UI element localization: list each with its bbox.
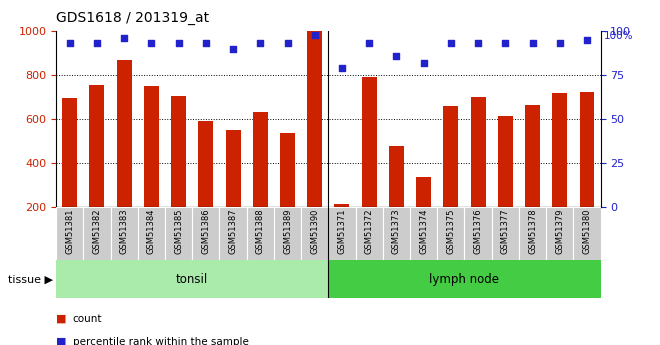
Bar	[329, 260, 601, 298]
Text: GSM51383: GSM51383	[119, 209, 129, 254]
Text: GSM51374: GSM51374	[419, 209, 428, 254]
Text: GSM51389: GSM51389	[283, 209, 292, 254]
Bar	[226, 130, 240, 207]
Bar	[138, 207, 165, 260]
Text: GSM51372: GSM51372	[365, 209, 374, 254]
Bar	[219, 207, 247, 260]
Bar	[356, 207, 383, 260]
Text: ■: ■	[56, 337, 67, 345]
Bar	[280, 133, 295, 207]
Bar	[525, 105, 540, 207]
Point	[337, 65, 347, 71]
Bar	[492, 207, 519, 260]
Point	[255, 41, 265, 46]
Point	[500, 41, 511, 46]
Bar	[274, 207, 301, 260]
Bar	[335, 204, 349, 207]
Text: count: count	[73, 314, 102, 324]
Bar	[56, 260, 329, 298]
Text: GSM51379: GSM51379	[555, 209, 564, 254]
Text: GSM51382: GSM51382	[92, 209, 102, 254]
Bar	[471, 97, 486, 207]
Text: GSM51371: GSM51371	[337, 209, 346, 254]
Bar	[416, 177, 431, 207]
Bar	[552, 93, 567, 207]
Bar	[465, 207, 492, 260]
Point	[581, 37, 592, 43]
Point	[119, 35, 129, 41]
Text: ■: ■	[56, 314, 67, 324]
Text: GSM51385: GSM51385	[174, 209, 183, 254]
Text: GSM51387: GSM51387	[228, 209, 238, 254]
Text: GSM51388: GSM51388	[256, 209, 265, 254]
Bar	[389, 146, 404, 207]
Bar	[410, 207, 437, 260]
Text: percentile rank within the sample: percentile rank within the sample	[73, 337, 248, 345]
Bar	[329, 207, 356, 260]
Text: lymph node: lymph node	[430, 273, 500, 286]
Point	[391, 53, 402, 58]
Text: GSM51384: GSM51384	[147, 209, 156, 254]
Point	[92, 41, 102, 46]
Bar	[90, 85, 104, 207]
Point	[228, 46, 238, 51]
Bar	[117, 60, 131, 207]
Bar	[192, 207, 219, 260]
Text: GSM51377: GSM51377	[501, 209, 510, 254]
Bar	[437, 207, 465, 260]
Point	[527, 41, 538, 46]
Bar	[383, 207, 410, 260]
Bar	[498, 116, 513, 207]
Point	[201, 41, 211, 46]
Bar	[199, 120, 213, 207]
Bar	[83, 207, 111, 260]
Bar	[62, 98, 77, 207]
Bar	[144, 87, 159, 207]
Point	[174, 41, 184, 46]
Point	[473, 41, 483, 46]
Bar	[165, 207, 192, 260]
Bar	[362, 77, 377, 207]
Point	[146, 41, 156, 46]
Text: GSM51390: GSM51390	[310, 209, 319, 254]
Bar	[253, 112, 268, 207]
Text: GSM51381: GSM51381	[65, 209, 74, 254]
Bar	[308, 31, 322, 207]
Bar	[111, 207, 138, 260]
Text: GSM51376: GSM51376	[474, 209, 482, 254]
Bar	[519, 207, 546, 260]
Point	[364, 41, 374, 46]
Text: GDS1618 / 201319_at: GDS1618 / 201319_at	[56, 11, 209, 25]
Bar	[444, 106, 458, 207]
Text: GSM51375: GSM51375	[446, 209, 455, 254]
Point	[282, 41, 293, 46]
Bar	[579, 92, 595, 207]
Bar	[301, 207, 329, 260]
Text: tonsil: tonsil	[176, 273, 209, 286]
Text: GSM51380: GSM51380	[583, 209, 591, 254]
Bar	[546, 207, 574, 260]
Text: 100%: 100%	[604, 31, 634, 41]
Text: GSM51386: GSM51386	[201, 209, 211, 254]
Text: GSM51373: GSM51373	[392, 209, 401, 254]
Text: GSM51378: GSM51378	[528, 209, 537, 254]
Point	[446, 41, 456, 46]
Point	[418, 60, 429, 66]
Point	[65, 41, 75, 46]
Bar	[247, 207, 274, 260]
Bar	[574, 207, 601, 260]
Point	[554, 41, 565, 46]
Text: tissue ▶: tissue ▶	[8, 275, 53, 284]
Point	[310, 32, 320, 37]
Bar	[171, 96, 186, 207]
Bar	[56, 207, 83, 260]
